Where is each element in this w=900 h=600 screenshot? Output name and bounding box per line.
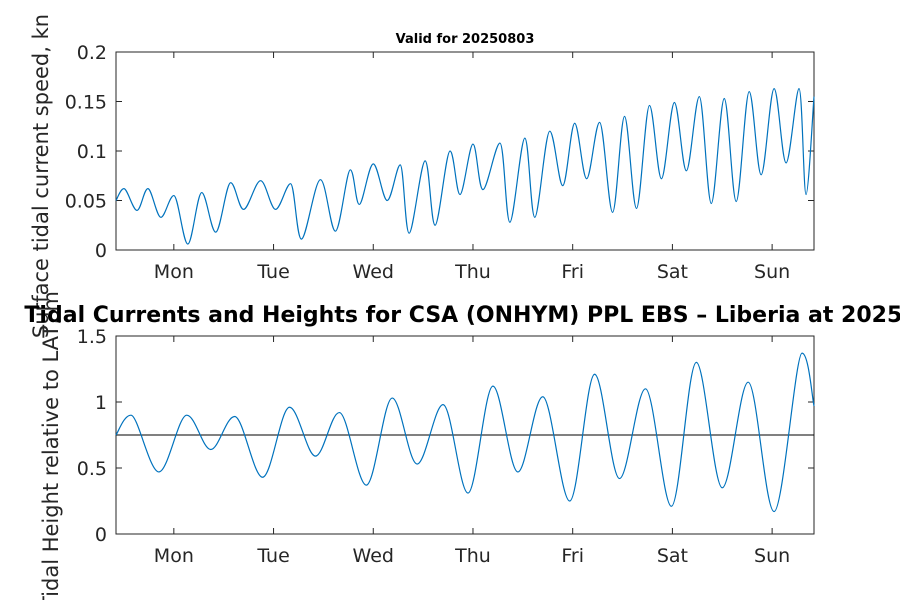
current-speed-y-tick-label: 0.2 (77, 42, 107, 64)
tidal-height-x-tick-label: Mon (154, 545, 194, 567)
tidal-height-y-axis-label: Tidal Height relative to LAT, m (39, 291, 63, 600)
current-speed-series-line (115, 88, 815, 245)
current-speed-x-tick-label: Mon (154, 261, 194, 283)
current-speed-y-tick-label: 0.05 (65, 191, 107, 213)
current-speed-chart: Valid for 20250803 0 0.05 0.1 0.15 0.2 Mon Tu… (65, 32, 815, 283)
current-speed-x-tick-label: Thu (454, 261, 491, 283)
tidal-height-x-tick-label: Fri (561, 545, 584, 567)
tidal-height-y-tick-label: 1.5 (77, 326, 107, 348)
tidal-height-x-tick-label: Thu (454, 545, 491, 567)
current-speed-y-tick-label: 0 (95, 240, 107, 262)
current-speed-y-tick-label: 0.15 (65, 92, 107, 114)
tidal-height-series-line (115, 352, 815, 513)
current-speed-plot-area (115, 51, 815, 251)
current-speed-x-tick-label: Tue (256, 261, 289, 283)
tidal-height-y-axis: 0 0.5 1 1.5 (77, 326, 814, 546)
figure-main-title: Tidal Currents and Heights for CSA (ONHY… (24, 303, 900, 328)
tidal-height-chart: 0 0.5 1 1.5 Mon Tue Wed Thu Fri Sat Sun (77, 326, 815, 567)
tidal-height-y-tick-label: 1 (95, 392, 107, 414)
current-speed-y-axis: 0 0.05 0.1 0.15 0.2 (65, 42, 814, 262)
current-speed-x-tick-label: Wed (353, 261, 394, 283)
current-speed-y-axis-label: Surface tidal current speed, kn (29, 14, 53, 338)
tidal-height-x-tick-label: Sun (754, 545, 790, 567)
tidal-height-x-tick-label: Sat (657, 545, 688, 567)
tidal-height-y-tick-label: 0.5 (77, 458, 107, 480)
current-speed-x-tick-label: Sat (657, 261, 688, 283)
current-speed-x-axis: Mon Tue Wed Thu Fri Sat Sun (154, 52, 790, 283)
tidal-height-x-axis: Mon Tue Wed Thu Fri Sat Sun (154, 336, 790, 567)
current-speed-x-tick-label: Fri (561, 261, 584, 283)
current-speed-y-tick-label: 0.1 (77, 141, 107, 163)
tidal-height-y-tick-label: 0 (95, 524, 107, 546)
current-speed-x-tick-label: Sun (754, 261, 790, 283)
current-speed-chart-title: Valid for 20250803 (396, 32, 535, 47)
tidal-height-x-tick-label: Wed (353, 545, 394, 567)
tidal-height-x-tick-label: Tue (256, 545, 289, 567)
